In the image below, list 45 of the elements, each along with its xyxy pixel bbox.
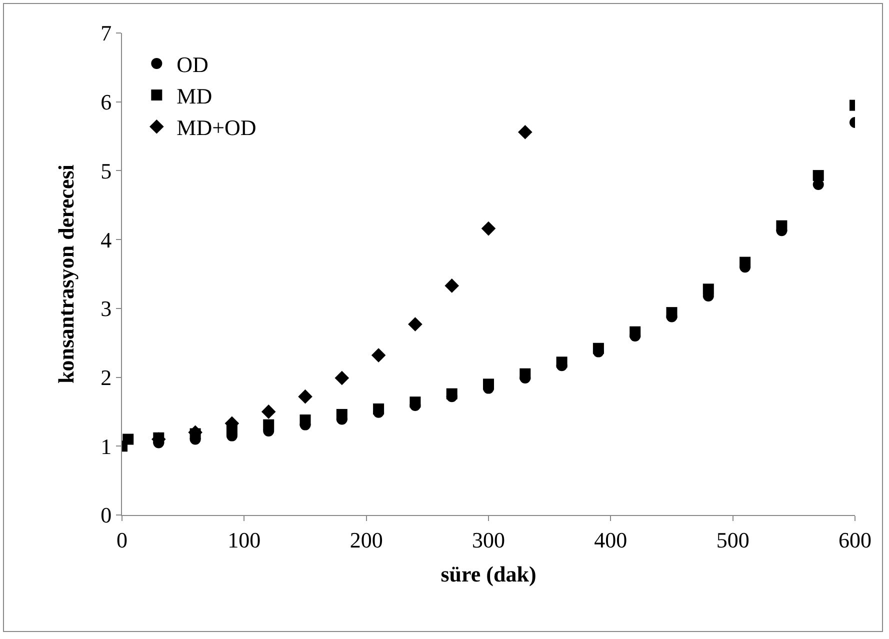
legend-label: MD+OD bbox=[176, 115, 256, 140]
point bbox=[630, 326, 641, 338]
point bbox=[481, 221, 496, 236]
point bbox=[122, 434, 134, 445]
point bbox=[740, 256, 751, 268]
y-tick-label: 6 bbox=[100, 90, 112, 115]
point bbox=[702, 284, 714, 295]
point bbox=[408, 317, 422, 332]
point bbox=[444, 278, 459, 293]
point bbox=[483, 378, 494, 390]
y-tick-label: 5 bbox=[100, 158, 112, 184]
point bbox=[446, 388, 458, 400]
point bbox=[518, 125, 532, 140]
point bbox=[334, 370, 350, 386]
point bbox=[812, 170, 824, 182]
y-tick-label: 3 bbox=[100, 296, 112, 322]
x-tick-label: 400 bbox=[594, 527, 628, 552]
point bbox=[336, 408, 348, 420]
point bbox=[410, 396, 421, 408]
point bbox=[371, 348, 386, 362]
point bbox=[298, 389, 312, 404]
x-tick-label: 300 bbox=[472, 527, 505, 552]
x-axis-title: süre (dak) bbox=[440, 561, 536, 586]
point bbox=[520, 368, 531, 380]
x-tick-label: 600 bbox=[838, 527, 872, 552]
x-tick-label: 100 bbox=[228, 527, 261, 552]
point bbox=[373, 403, 384, 414]
y-tick-label: 4 bbox=[100, 227, 112, 252]
point bbox=[263, 419, 274, 430]
y-tick-label: 2 bbox=[100, 364, 112, 390]
y-tick-label: 0 bbox=[100, 502, 112, 528]
point bbox=[556, 356, 568, 368]
legend-label: MD bbox=[176, 84, 212, 109]
point bbox=[776, 220, 788, 232]
point bbox=[300, 414, 311, 426]
point bbox=[592, 342, 604, 354]
x-tick-label: 200 bbox=[350, 527, 383, 552]
x-tick-label: 500 bbox=[716, 527, 750, 552]
y-tick-label: 1 bbox=[100, 434, 112, 459]
y-tick-label: 7 bbox=[100, 20, 112, 46]
point bbox=[261, 404, 276, 419]
y-axis-title: konsantrasyon derecesi bbox=[53, 164, 78, 384]
point bbox=[666, 307, 678, 318]
x-tick-label: 0 bbox=[116, 527, 128, 552]
legend-label: OD bbox=[176, 52, 208, 78]
